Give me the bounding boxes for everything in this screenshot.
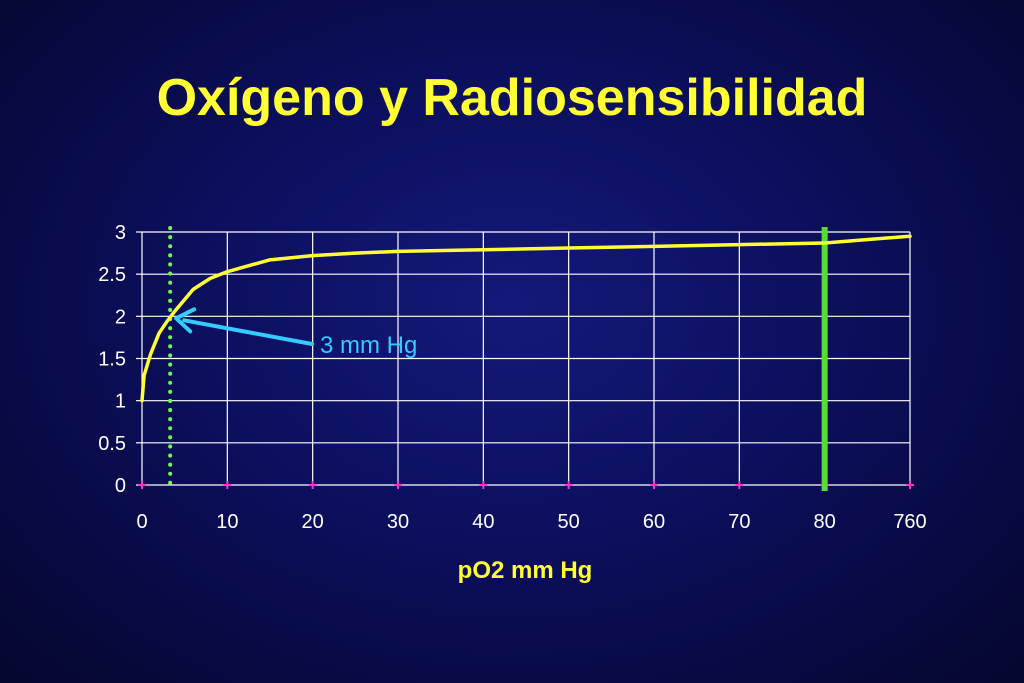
- y-tick-label: 2: [115, 306, 126, 328]
- y-tick-label: 1: [115, 391, 126, 413]
- reference-lines: [168, 226, 828, 491]
- y-axis-tick-labels: 0 0.5 1 1.5 2 2.5 3: [98, 222, 126, 497]
- series-line: [140, 234, 912, 403]
- x-tick-label: 30: [387, 511, 409, 533]
- x-axis-marker: [735, 481, 744, 489]
- y-tick-label: 0.5: [98, 433, 126, 455]
- x-tick-label: 40: [472, 511, 494, 533]
- x-tick-label: 70: [728, 511, 750, 533]
- x-axis-title: pO2 mm Hg: [458, 557, 593, 584]
- x-tick-label: 10: [216, 511, 238, 533]
- x-axis-marker: [394, 481, 402, 489]
- x-axis-marker: [564, 481, 573, 489]
- slide-title: Oxígeno y Radiosensibilidad: [156, 69, 868, 127]
- x-axis-marker: [650, 481, 658, 489]
- x-axis-marker: [223, 481, 232, 489]
- x-tick-label: 0: [136, 511, 147, 533]
- y-tick-label: 0: [115, 475, 126, 497]
- chart-annotations: 3 mm Hg: [174, 307, 417, 359]
- y-tick-label: 2.5: [98, 264, 126, 286]
- x-axis-marker: [479, 481, 488, 489]
- x-tick-label: 60: [643, 511, 665, 533]
- x-tick-label: 50: [558, 511, 580, 533]
- x-axis-marker: [906, 481, 914, 489]
- x-axis-marker: [308, 481, 317, 489]
- y-tick-label: 3: [115, 222, 126, 244]
- x-tick-label: 20: [302, 511, 324, 533]
- annotation-label: 3 mm Hg: [320, 332, 417, 359]
- x-tick-label: 760: [893, 511, 926, 533]
- chart-grid: [136, 231, 911, 486]
- x-axis-marker: [138, 481, 146, 489]
- y-tick-label: 1.5: [98, 349, 126, 371]
- x-axis-tick-labels: 0 10 20 30 40 50 60 70 80 760: [136, 511, 926, 533]
- annotation-arrowhead: [174, 307, 197, 334]
- chart-series: [140, 234, 912, 403]
- x-tick-label: 80: [814, 511, 836, 533]
- annotation-arrow-shaft: [182, 318, 314, 346]
